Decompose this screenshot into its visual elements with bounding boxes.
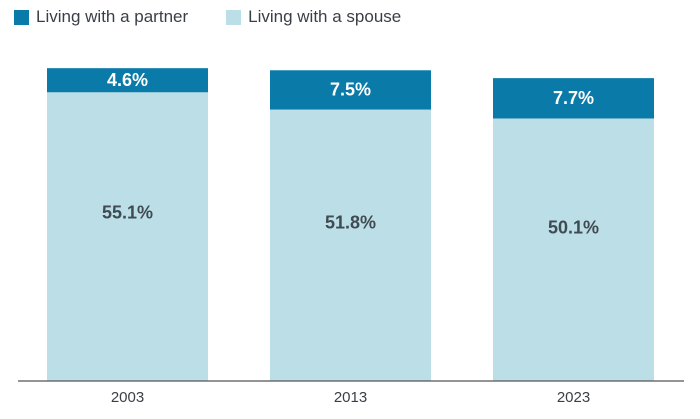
legend-swatch-spouse [226, 9, 242, 25]
bar-partner-2013 [270, 70, 431, 110]
x-tick-label-2013: 2013 [334, 389, 367, 406]
bar-spouse-2003 [47, 92, 208, 381]
bar-partner-2003 [47, 68, 208, 93]
bar-partner-2023 [493, 78, 654, 119]
legend-item-spouse: Living with a spouse [226, 7, 401, 27]
data-label-spouse-2013: 51.8% [325, 212, 376, 232]
bar-spouse-2013 [270, 109, 431, 382]
x-tick-label-2023: 2023 [557, 389, 590, 406]
legend-label-spouse: Living with a spouse [248, 7, 402, 26]
legend-item-partner: Living with a partner [14, 7, 188, 27]
data-label-partner-2013: 7.5% [330, 80, 371, 100]
bar-spouse-2023 [493, 118, 654, 381]
x-tick-label-2003: 2003 [111, 389, 144, 406]
data-label-spouse-2023: 50.1% [548, 217, 599, 237]
data-label-spouse-2003: 55.1% [102, 202, 153, 222]
data-label-partner-2023: 7.7% [553, 88, 594, 108]
legend: Living with a partner Living with a spou… [14, 6, 439, 28]
legend-label-partner: Living with a partner [36, 7, 189, 26]
data-label-partner-2003: 4.6% [107, 70, 148, 90]
legend-swatch-partner [14, 9, 29, 25]
